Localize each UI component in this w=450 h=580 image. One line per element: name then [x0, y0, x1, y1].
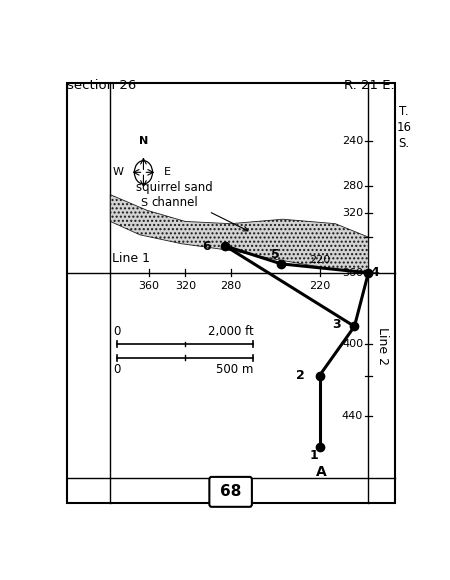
Text: 400: 400	[342, 339, 363, 349]
Text: T.
16
S.: T. 16 S.	[396, 105, 411, 150]
Text: 2: 2	[296, 369, 305, 382]
Text: 1: 1	[310, 448, 319, 462]
Text: W: W	[112, 167, 123, 177]
Text: 4: 4	[370, 266, 379, 280]
Text: 3: 3	[332, 318, 341, 331]
Text: 280: 280	[342, 181, 363, 191]
Text: 240: 240	[342, 136, 363, 146]
Text: 320: 320	[342, 208, 363, 218]
Text: 280: 280	[220, 281, 241, 291]
Text: E: E	[164, 167, 171, 177]
Text: section 26: section 26	[67, 79, 136, 92]
Text: 5: 5	[270, 248, 279, 260]
Text: 220: 220	[309, 255, 330, 264]
Text: 0: 0	[113, 325, 121, 338]
Text: Line 1: Line 1	[112, 252, 150, 264]
Text: N: N	[139, 136, 148, 146]
Text: Line 2: Line 2	[376, 328, 389, 365]
Text: 2,000 ft: 2,000 ft	[207, 325, 253, 338]
Text: 360: 360	[342, 268, 363, 278]
Text: R. 21 E.: R. 21 E.	[344, 79, 395, 92]
Text: A: A	[316, 465, 327, 479]
Text: 320: 320	[175, 281, 196, 291]
Text: 220: 220	[309, 281, 330, 291]
Text: 500 m: 500 m	[216, 364, 253, 376]
Text: 6: 6	[202, 240, 211, 252]
Text: 360: 360	[138, 281, 159, 291]
Polygon shape	[110, 195, 369, 273]
Text: squirrel sand
channel: squirrel sand channel	[136, 180, 248, 231]
Text: S: S	[140, 198, 147, 208]
Text: 68: 68	[220, 484, 241, 499]
FancyBboxPatch shape	[209, 477, 252, 507]
Text: 440: 440	[342, 411, 363, 420]
Text: 0: 0	[113, 364, 121, 376]
